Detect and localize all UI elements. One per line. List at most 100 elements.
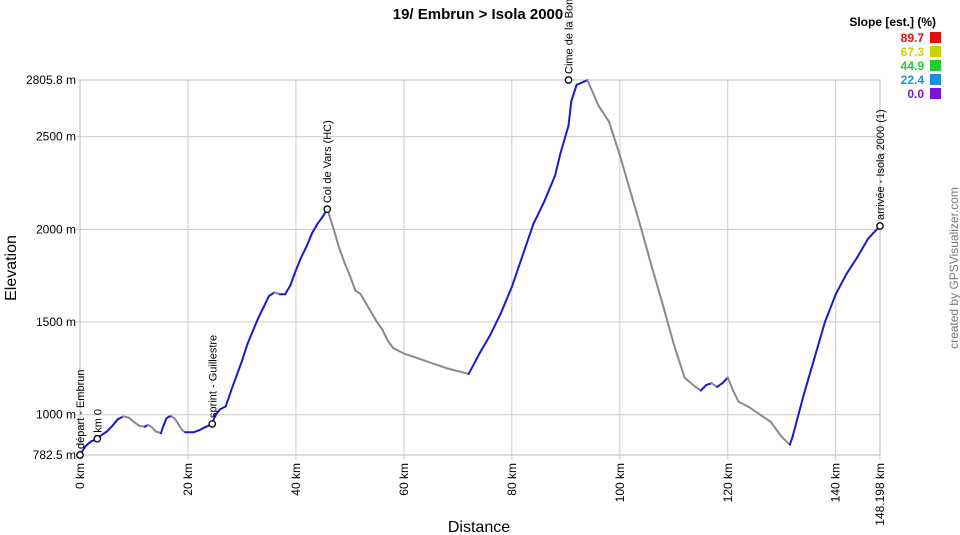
waypoint-marker — [876, 222, 884, 230]
elevation-segment — [521, 222, 535, 257]
elevation-segment — [127, 416, 135, 424]
waypoint-label: arrivée - Isola 2000 (1) — [875, 109, 887, 220]
x-tick-label: 0 km — [73, 463, 87, 489]
waypoint-marker — [564, 76, 573, 84]
x-tick-label: 60 km — [397, 463, 411, 496]
elevation-segment — [651, 267, 665, 307]
legend-swatch — [930, 74, 941, 85]
y-tick-label: 1500 m — [36, 315, 76, 329]
elevation-segment — [467, 352, 481, 375]
elevation-segment — [316, 215, 324, 225]
waypoint-label: km 0 — [92, 409, 104, 433]
legend-value: 0.0 — [907, 87, 924, 101]
waypoint-label: sprint - Guillestre — [207, 335, 219, 418]
elevation-segment — [111, 418, 119, 427]
y-tick-label: 782.5 m — [33, 448, 76, 462]
x-tick-label: 120 km — [721, 463, 735, 502]
elevation-segment — [570, 83, 578, 103]
elevation-segment — [845, 256, 859, 275]
elevation-segment — [586, 79, 600, 107]
elevation-segment — [737, 400, 751, 409]
elevation-segment — [435, 363, 449, 370]
elevation-segment — [748, 406, 762, 416]
legend-title: Slope [est.] (%) — [849, 15, 936, 29]
elevation-segment — [834, 272, 848, 296]
elevation-line-group — [79, 79, 881, 457]
elevation-segment — [780, 435, 791, 446]
waypoint-label: Col de Vars (HC) — [322, 120, 334, 203]
y-tick-label: 1000 m — [36, 408, 76, 422]
elevation-segment — [251, 317, 260, 333]
elevation-segment — [284, 283, 292, 296]
elevation-segment — [543, 174, 557, 203]
elevation-segment — [305, 232, 314, 248]
waypoint-markers: départ - Embrun km 0 sprint - Guillestre Co… — [75, 0, 887, 459]
elevation-segment — [532, 200, 546, 225]
elevation-segment — [759, 413, 772, 424]
elevation-segment — [230, 374, 238, 392]
elevation-segment — [500, 285, 513, 314]
elevation-segment — [246, 330, 254, 346]
plot-grid — [76, 79, 881, 460]
elevation-segment — [224, 389, 233, 408]
elevation-segment — [402, 352, 416, 359]
elevation-segment — [769, 421, 783, 438]
elevation-segment — [672, 343, 686, 379]
elevation-segment — [710, 382, 718, 388]
elevation-segment — [721, 376, 729, 385]
x-tick-label: 20 km — [181, 463, 195, 496]
elevation-segment — [235, 359, 243, 377]
elevation-segment — [132, 421, 141, 427]
elevation-segment — [446, 367, 459, 373]
waypoint-label: départ - Embrun — [75, 370, 87, 449]
legend-swatch — [930, 46, 941, 57]
elevation-segment — [413, 356, 427, 362]
elevation-segment — [370, 311, 378, 324]
elevation-segment — [694, 385, 702, 392]
elevation-segment — [802, 358, 816, 398]
elevation-segment — [575, 79, 589, 86]
elevation-segment — [456, 370, 470, 375]
x-tick-label: 100 km — [613, 463, 627, 502]
waypoint-marker — [93, 434, 102, 443]
elevation-segment — [640, 228, 654, 270]
elevation-segment — [478, 333, 492, 355]
legend-swatch — [930, 88, 941, 99]
elevation-segment — [262, 295, 270, 309]
y-tick-label: 2500 m — [36, 130, 76, 144]
y-axis-label: Elevation — [3, 235, 20, 301]
x-tick-label: 80 km — [505, 463, 519, 496]
elevation-segment — [162, 417, 168, 428]
legend-value: 67.3 — [901, 45, 925, 59]
elevation-segment — [289, 269, 297, 286]
elevation-segment — [348, 274, 357, 292]
legend-value: 89.7 — [901, 31, 925, 45]
elevation-segment — [813, 321, 826, 361]
legend-swatch — [930, 60, 941, 71]
elevation-segment — [159, 425, 165, 435]
elevation-segment — [257, 306, 265, 320]
legend-swatch — [930, 32, 941, 43]
elevation-segment — [392, 346, 405, 355]
elevation-segment — [100, 430, 108, 437]
elevation-segment — [618, 154, 632, 194]
elevation-segment — [197, 426, 206, 432]
elevation-segment — [219, 405, 227, 411]
elevation-segment — [105, 424, 114, 433]
elevation-segment — [354, 289, 362, 296]
elevation-segment — [567, 100, 573, 127]
elevation-segment — [365, 302, 373, 314]
elevation-segment — [788, 435, 794, 446]
y-tick-label: 2805.8 m — [26, 73, 76, 87]
y-tick-labels: 782.5 m 1000 m 1500 m 2000 m 2500 m 2805.8 m — [26, 73, 76, 462]
elevation-segment — [84, 440, 92, 448]
elevation-segment — [150, 425, 157, 433]
elevation-segment — [116, 415, 125, 421]
elevation-segment — [559, 124, 570, 155]
elevation-segment — [597, 104, 611, 123]
plot-frame — [79, 79, 881, 456]
y-tick-label: 2000 m — [36, 222, 76, 236]
elevation-segment — [608, 120, 621, 157]
elevation-segment — [715, 382, 724, 388]
